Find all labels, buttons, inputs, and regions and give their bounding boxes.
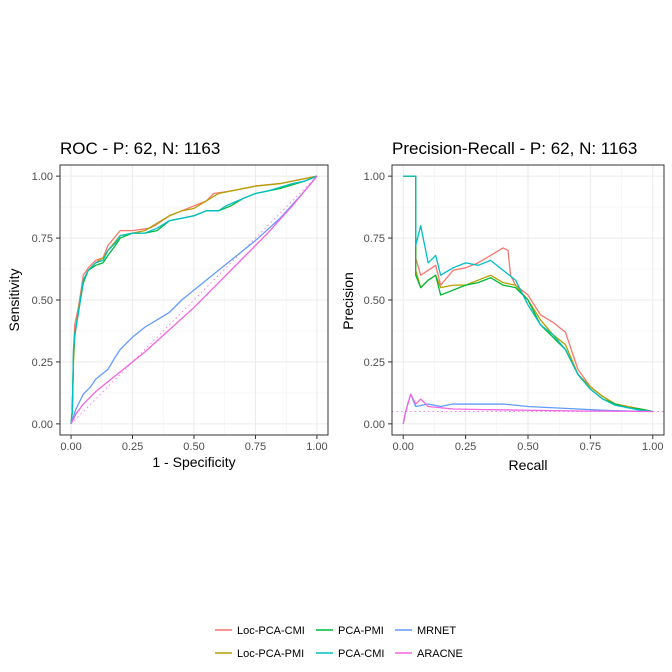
roc-y-tick-label: 1.00 [32,171,53,183]
roc-x-axis-label: 1 - Specificity [152,454,235,470]
legend-label-aracne: ARACNE [417,648,463,660]
pr-y-tick-label: 0.25 [364,357,385,369]
roc-series-aracne [70,175,318,425]
legend-item-pca-pmi: PCA-PMI [316,625,384,637]
legend-label-loc-pca-cmi: Loc-PCA-CMI [237,625,305,637]
pr-y-tick-label: 0.00 [364,419,385,431]
roc-x-tick-label: 0.50 [183,441,204,453]
pr-y-tick-label: 0.50 [364,295,385,307]
pr-y-tick-label: 1.00 [364,171,385,183]
legend-item-pca-cmi: PCA-CMI [316,648,384,660]
roc-y-axis-label: Sensitivity [6,268,22,331]
roc-x-tick-label: 1.00 [306,441,327,453]
pr-y-axis-label: Precision [340,272,356,330]
legend-label-mrnet: MRNET [417,625,456,637]
legend: Loc-PCA-CMI PCA-PMI MRNET Loc-PCA-PMI PCA-CM… [215,625,463,660]
roc-x-tick-label: 0.75 [245,441,266,453]
roc-series [70,175,318,425]
legend-item-aracne: ARACNE [395,648,463,660]
pr-x-tick-label: 0.50 [517,441,538,453]
pr-x-axis-label: Recall [509,457,548,473]
pr-grid [392,165,664,435]
roc-title: ROC - P: 62, N: 1163 [60,139,220,158]
pr-ticks: 0.00 0.25 0.50 0.75 1.00 0.00 0.25 0.50 0.75 1.00 [364,171,664,453]
pr-series-aracne [402,393,653,424]
legend-label-pca-pmi: PCA-PMI [338,625,384,637]
roc-series-mrnet [70,175,318,425]
pr-panel: Precision-Recall - P: 62, N: 1163 0.00 0.… [340,139,665,473]
roc-x-tick-label: 0.25 [122,441,143,453]
pr-series [402,175,653,424]
roc-series-pca-cmi [70,175,318,424]
pr-x-tick-label: 0.25 [455,441,476,453]
pr-series-pca-cmi [403,175,653,413]
roc-y-tick-label: 0.75 [32,233,53,245]
legend-label-loc-pca-pmi: Loc-PCA-PMI [237,648,304,660]
legend-item-mrnet: MRNET [395,625,456,637]
roc-x-tick-label: 0.00 [60,441,81,453]
pr-y-tick-label: 0.75 [364,233,385,245]
roc-y-tick-label: 0.00 [32,419,53,431]
pr-x-tick-label: 0.00 [393,441,414,453]
pr-x-tick-label: 1.00 [642,441,663,453]
legend-label-pca-cmi: PCA-CMI [338,648,384,660]
roc-ticks: 0.00 0.25 0.50 0.75 1.00 0.00 0.25 0.50 0.75 1.00 [32,171,328,453]
roc-panel: ROC - P: 62, N: 1163 0.00 0.25 0.50 0.75 1.0… [6,139,329,470]
roc-y-tick-label: 0.50 [32,295,53,307]
roc-y-tick-label: 0.25 [32,357,53,369]
roc-grid [60,165,328,435]
pr-x-tick-label: 0.75 [580,441,601,453]
legend-item-loc-pca-pmi: Loc-PCA-PMI [215,648,304,660]
pr-title: Precision-Recall - P: 62, N: 1163 [392,139,637,158]
legend-item-loc-pca-cmi: Loc-PCA-CMI [215,625,305,637]
